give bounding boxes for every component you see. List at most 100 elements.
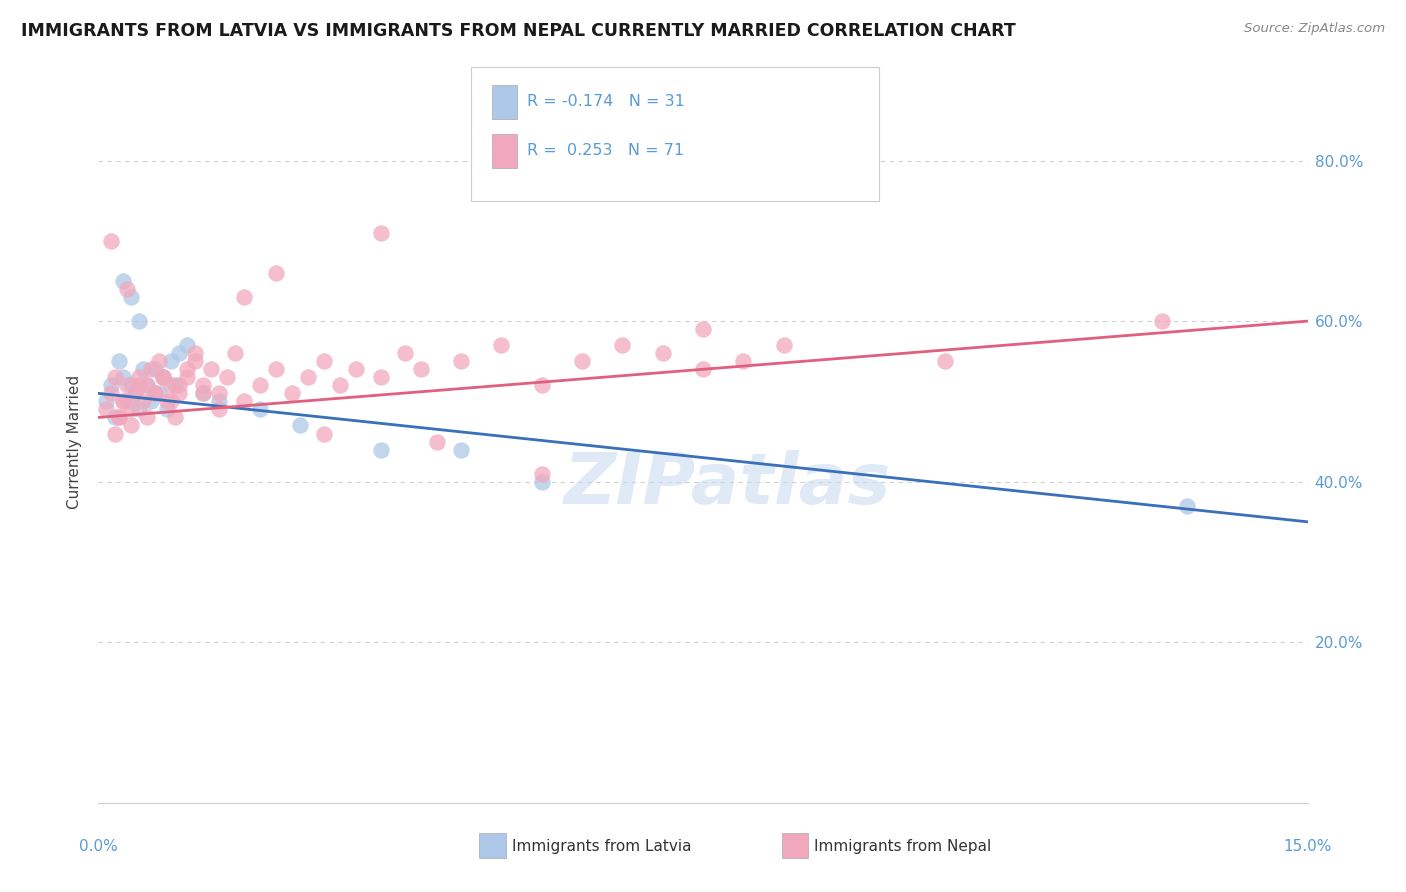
Point bbox=[115, 378, 138, 392]
Point bbox=[224, 346, 246, 360]
Point bbox=[120, 378, 142, 392]
Point bbox=[100, 234, 122, 248]
Point bbox=[120, 402, 142, 417]
Point bbox=[193, 386, 215, 401]
Point bbox=[176, 338, 198, 352]
Point bbox=[426, 434, 449, 449]
Point bbox=[167, 378, 190, 392]
Point bbox=[314, 426, 336, 441]
Point bbox=[176, 362, 198, 376]
Point bbox=[193, 378, 215, 392]
Point bbox=[103, 410, 125, 425]
Point bbox=[100, 378, 122, 392]
Point bbox=[135, 378, 157, 392]
Point bbox=[249, 402, 271, 417]
Point bbox=[163, 410, 186, 425]
Text: IMMIGRANTS FROM LATVIA VS IMMIGRANTS FROM NEPAL CURRENTLY MARRIED CORRELATION CH: IMMIGRANTS FROM LATVIA VS IMMIGRANTS FRO… bbox=[21, 22, 1017, 40]
Point bbox=[297, 370, 319, 384]
Point bbox=[232, 290, 254, 304]
Point bbox=[193, 386, 215, 401]
Point bbox=[135, 378, 157, 392]
Point bbox=[571, 354, 593, 368]
Point bbox=[132, 394, 155, 409]
Point bbox=[115, 282, 138, 296]
Point bbox=[160, 394, 183, 409]
Point bbox=[167, 346, 190, 360]
Point bbox=[103, 370, 125, 384]
Text: ZIPatlas: ZIPatlas bbox=[564, 450, 891, 519]
Point bbox=[115, 394, 138, 409]
Point bbox=[139, 362, 162, 376]
Point bbox=[450, 354, 472, 368]
Point bbox=[143, 386, 166, 401]
Point bbox=[107, 410, 129, 425]
Point bbox=[111, 394, 134, 409]
Point bbox=[96, 402, 118, 417]
Point bbox=[156, 394, 179, 409]
Point bbox=[208, 386, 231, 401]
Point bbox=[128, 402, 150, 417]
Point bbox=[124, 386, 146, 401]
Point bbox=[135, 410, 157, 425]
Point bbox=[100, 386, 122, 401]
Point bbox=[394, 346, 416, 360]
Point bbox=[148, 386, 170, 401]
Point bbox=[120, 418, 142, 433]
Point bbox=[1152, 314, 1174, 328]
Point bbox=[264, 362, 287, 376]
Point bbox=[1175, 499, 1198, 513]
Point bbox=[176, 370, 198, 384]
Text: 0.0%: 0.0% bbox=[79, 838, 118, 854]
Point bbox=[160, 378, 183, 392]
Point bbox=[612, 338, 634, 352]
Point bbox=[692, 362, 714, 376]
Point bbox=[370, 370, 392, 384]
Point bbox=[143, 386, 166, 401]
Point bbox=[152, 370, 174, 384]
Point bbox=[370, 226, 392, 240]
Text: Immigrants from Nepal: Immigrants from Nepal bbox=[814, 838, 991, 854]
Text: R =  0.253   N = 71: R = 0.253 N = 71 bbox=[527, 144, 685, 158]
Point bbox=[184, 354, 207, 368]
Point bbox=[107, 354, 129, 368]
Point bbox=[148, 354, 170, 368]
Point bbox=[281, 386, 304, 401]
Point bbox=[128, 314, 150, 328]
Point bbox=[491, 338, 513, 352]
Text: Immigrants from Latvia: Immigrants from Latvia bbox=[512, 838, 692, 854]
Point bbox=[530, 475, 553, 489]
Point bbox=[249, 378, 271, 392]
Point bbox=[132, 362, 155, 376]
Point bbox=[200, 362, 222, 376]
Point bbox=[329, 378, 352, 392]
Point bbox=[314, 354, 336, 368]
Point bbox=[111, 274, 134, 288]
Point bbox=[184, 346, 207, 360]
Point bbox=[344, 362, 367, 376]
Point bbox=[409, 362, 432, 376]
Point bbox=[772, 338, 794, 352]
Point bbox=[167, 386, 190, 401]
Point bbox=[111, 370, 134, 384]
Text: R = -0.174   N = 31: R = -0.174 N = 31 bbox=[527, 95, 685, 109]
Point bbox=[217, 370, 239, 384]
Y-axis label: Currently Married: Currently Married bbox=[67, 375, 83, 508]
Point bbox=[152, 370, 174, 384]
Point bbox=[264, 266, 287, 280]
Point bbox=[651, 346, 673, 360]
Point bbox=[450, 442, 472, 457]
Point bbox=[124, 386, 146, 401]
Bar bbox=[479, 833, 506, 858]
Point bbox=[160, 354, 183, 368]
Point bbox=[232, 394, 254, 409]
Point bbox=[934, 354, 956, 368]
Point bbox=[208, 402, 231, 417]
Text: Source: ZipAtlas.com: Source: ZipAtlas.com bbox=[1244, 22, 1385, 36]
Point bbox=[107, 410, 129, 425]
Point bbox=[111, 394, 134, 409]
Point bbox=[139, 394, 162, 409]
Point bbox=[156, 402, 179, 417]
Text: 15.0%: 15.0% bbox=[1284, 838, 1331, 854]
Point bbox=[370, 442, 392, 457]
Point bbox=[733, 354, 755, 368]
